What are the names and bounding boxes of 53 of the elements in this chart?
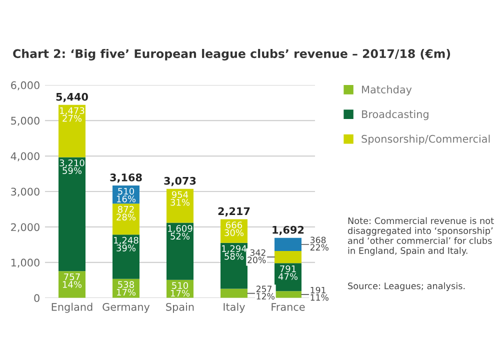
bar xyxy=(274,238,302,251)
data-label: 538 17% xyxy=(116,281,136,296)
bar xyxy=(58,271,86,298)
bar xyxy=(58,157,86,272)
total-label: 1,692 xyxy=(272,226,304,236)
legend-label: Broadcasting xyxy=(362,110,428,120)
y-tick-label: 1,000 xyxy=(11,258,40,268)
bar xyxy=(166,222,194,280)
x-tick-label: England xyxy=(52,302,92,313)
bar xyxy=(274,250,302,264)
bar xyxy=(274,263,302,292)
data-label: 1,248 39% xyxy=(114,236,138,252)
bar xyxy=(112,204,140,235)
y-tick-label: 3,000 xyxy=(11,188,40,197)
x-tick-label: Spain xyxy=(166,302,194,313)
data-label: 791 47% xyxy=(278,265,298,280)
x-tick-label: France xyxy=(272,303,305,311)
data-label: 368 22% xyxy=(310,236,328,251)
y-tick-label: 6,000 xyxy=(11,81,40,90)
bar xyxy=(274,291,302,298)
data-label: 510 16% xyxy=(116,188,136,202)
bar xyxy=(166,188,194,223)
legend-label: Sponsorship/Commercial xyxy=(362,134,490,145)
y-tick-label: 0 xyxy=(34,294,40,302)
chart-title: Chart 2: ‘Big five’ European league clubs’ revenue – 2017/18 (€m) xyxy=(13,48,450,60)
data-label: 342 20% xyxy=(248,249,266,264)
data-label: 1,609 52% xyxy=(168,225,192,240)
total-label: 5,440 xyxy=(56,92,88,102)
data-label: 257 12% xyxy=(256,286,274,300)
legend-label: Matchday xyxy=(362,85,412,96)
data-label: 510 17% xyxy=(170,282,190,297)
total-label: 3,168 xyxy=(110,174,142,183)
y-tick-label: 4,000 xyxy=(10,152,40,162)
bar xyxy=(58,104,86,158)
source-note: Source: Leagues; analysis. xyxy=(348,282,465,291)
data-label: 757 14% xyxy=(62,273,82,288)
y-tick-label: 5,000 xyxy=(11,116,40,126)
bar xyxy=(220,288,248,298)
data-label: 1,294 58% xyxy=(222,245,246,260)
y-tick-label: 2,000 xyxy=(11,223,40,232)
x-tick-label: Italy xyxy=(224,302,245,313)
data-label: 3,210 59% xyxy=(60,159,84,174)
data-label: 872 28% xyxy=(116,206,136,220)
x-tick-label: Germany xyxy=(102,302,150,313)
total-label: 2,217 xyxy=(218,207,250,216)
bar xyxy=(112,234,140,279)
data-label: 666 30% xyxy=(224,222,244,236)
text: Note: Commercial revenue is not disaggregated into ‘sponsorship’ and ‘other commercial’ for clubs in England, Spain and Italy. xyxy=(348,217,494,256)
total-label: 3,073 xyxy=(164,176,196,186)
data-label: 954 31% xyxy=(170,191,190,206)
data-label: 191 11% xyxy=(310,286,328,301)
bar xyxy=(220,242,248,289)
data-label: 1,473 27% xyxy=(60,107,84,122)
